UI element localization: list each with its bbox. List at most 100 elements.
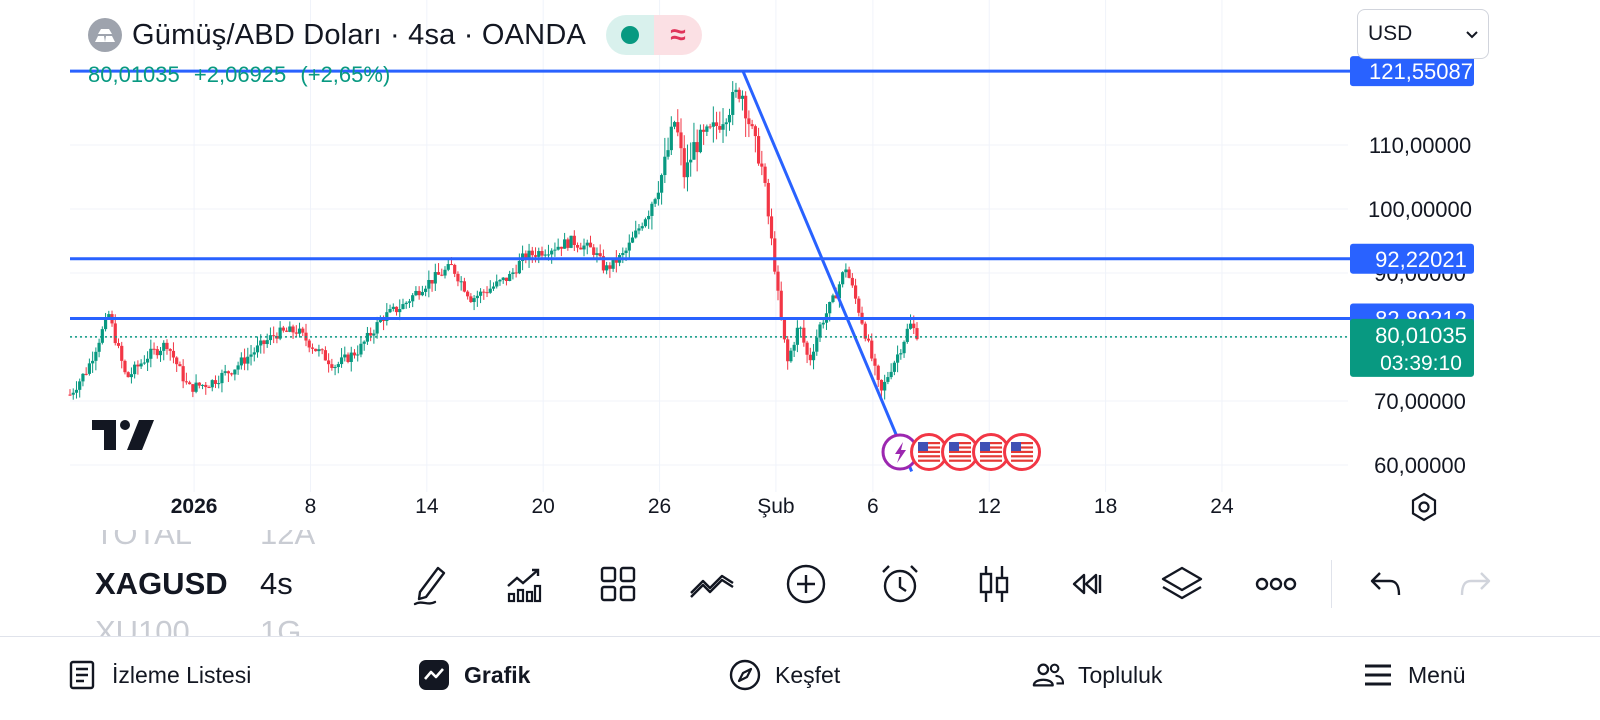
candle-body <box>689 159 693 163</box>
market-status-pill[interactable]: ≈ <box>606 15 702 55</box>
candle-body <box>152 348 156 350</box>
candle-body <box>197 382 201 386</box>
candle-body <box>346 354 350 362</box>
candle-body <box>889 371 893 378</box>
draw-tool-button[interactable] <box>402 556 458 612</box>
layouts-button[interactable] <box>590 556 646 612</box>
candle-body <box>533 255 538 257</box>
y-tick-label: 100,00000 <box>1368 197 1472 222</box>
candle-body <box>575 244 580 248</box>
candle-body <box>805 342 809 355</box>
add-button[interactable] <box>778 556 834 612</box>
candle-body <box>847 269 851 278</box>
candle-body <box>834 295 838 299</box>
redo-button[interactable] <box>1452 556 1498 612</box>
watchlist-item-active[interactable]: XAGUSD 4s <box>95 566 293 601</box>
candle-body <box>97 342 101 352</box>
flash-glyph <box>895 442 907 463</box>
candle-body <box>643 219 648 227</box>
nav-chart[interactable]: Grafik <box>418 655 530 695</box>
candle-body <box>323 350 327 361</box>
pencil-icon <box>413 566 446 606</box>
candle-body <box>265 340 269 345</box>
candle-body <box>327 360 331 365</box>
nav-menu[interactable]: Menü <box>1362 655 1466 695</box>
compare-button[interactable] <box>684 556 740 612</box>
candle-body <box>133 364 137 375</box>
candle-body <box>469 296 473 303</box>
more-button[interactable] <box>1248 556 1304 612</box>
candle-body <box>391 306 395 310</box>
undo-button[interactable] <box>1358 556 1414 612</box>
candle-body <box>789 350 793 362</box>
candle-body <box>126 372 130 378</box>
undo-icon <box>1370 572 1401 596</box>
silver-bars-icon <box>95 29 115 42</box>
candle-body <box>107 314 111 318</box>
candle-body <box>753 126 757 137</box>
candle-body <box>550 250 554 255</box>
more-icon <box>1255 577 1297 591</box>
nav-watchlist[interactable]: İzleme Listesi <box>66 655 251 695</box>
chart-title[interactable]: Gümüş/ABD Doları · 4sa · OANDA <box>132 18 586 51</box>
candle-body <box>320 349 324 351</box>
candle-body <box>272 335 276 337</box>
candle-body <box>200 384 205 386</box>
candle-body <box>905 328 909 342</box>
candle-body <box>734 89 738 93</box>
object-tree-button[interactable] <box>1154 556 1210 612</box>
flag-stripe <box>1011 442 1034 445</box>
bottom-navigation: İzleme Listesi Grafik Keşfet Topluluk Me… <box>0 636 1600 720</box>
flag-stripe <box>980 459 1003 462</box>
tradingview-logo[interactable] <box>92 418 156 452</box>
price-summary: 80,01035 +2,06925 (+2,65%) <box>88 62 398 88</box>
candle-body <box>291 326 295 333</box>
currency-select[interactable]: USD <box>1357 9 1489 59</box>
flag-canton <box>1011 442 1022 451</box>
candle-body <box>647 215 651 220</box>
nav-explore[interactable]: Keşfet <box>729 655 840 695</box>
alert-button[interactable] <box>872 556 928 612</box>
us-flag-icon <box>910 433 949 471</box>
candle-body <box>818 324 822 338</box>
x-tick-label: 6 <box>867 495 879 518</box>
chart-settings-button[interactable] <box>1405 488 1443 526</box>
candle-body <box>902 341 906 354</box>
symbol-logo <box>88 18 122 52</box>
candle-body <box>362 341 366 344</box>
flag-canton <box>918 442 929 451</box>
candle-body <box>446 264 450 270</box>
candle-body <box>317 349 321 352</box>
symbol-picker[interactable]: TOTAL 12A XAGUSD 4s XU100 1G <box>95 530 335 638</box>
candle-body <box>879 379 884 391</box>
candle-body <box>139 363 143 367</box>
chart-type-button[interactable] <box>966 556 1022 612</box>
candle-body <box>223 371 227 373</box>
flag-stripe <box>980 455 1003 458</box>
candle-body <box>779 290 783 319</box>
last-price-tag <box>1350 318 1474 377</box>
candle-body <box>653 199 657 204</box>
candle-body <box>634 230 638 238</box>
candle-body <box>453 264 457 274</box>
candle-body <box>663 156 667 176</box>
line-price-label: 121,55087 <box>1369 59 1473 84</box>
price-chart[interactable]: 60,0000070,0000090,00000100,00000110,000… <box>0 0 1600 530</box>
candle-body <box>404 302 408 305</box>
candle-body <box>456 273 460 282</box>
candle-body <box>850 277 854 286</box>
watchlist-item[interactable]: XU100 1G <box>95 614 302 638</box>
candle-body <box>407 301 412 303</box>
x-tick-label: 8 <box>305 495 317 518</box>
nav-community[interactable]: Topluluk <box>1032 655 1162 695</box>
candle-body <box>530 250 534 256</box>
indicators-icon <box>507 568 542 603</box>
candle-body <box>436 272 441 275</box>
watchlist-item[interactable]: TOTAL 12A <box>95 530 316 551</box>
candle-body <box>475 295 479 299</box>
candle-body <box>188 382 192 385</box>
indicators-button[interactable] <box>496 556 552 612</box>
replay-button[interactable] <box>1060 556 1116 612</box>
candle-body <box>284 330 289 332</box>
candle-body <box>443 269 447 276</box>
